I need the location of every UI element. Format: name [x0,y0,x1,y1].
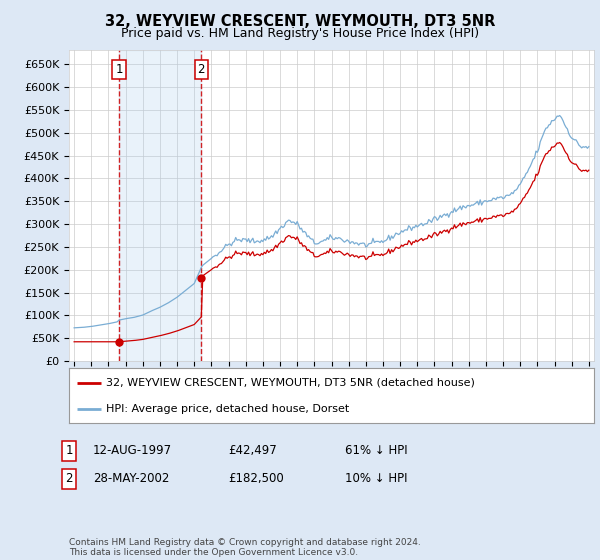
Text: 2: 2 [65,472,73,486]
Text: £42,497: £42,497 [228,444,277,458]
Text: 12-AUG-1997: 12-AUG-1997 [93,444,172,458]
Text: 28-MAY-2002: 28-MAY-2002 [93,472,169,486]
Text: 32, WEYVIEW CRESCENT, WEYMOUTH, DT3 5NR: 32, WEYVIEW CRESCENT, WEYMOUTH, DT3 5NR [105,14,495,29]
Text: 32, WEYVIEW CRESCENT, WEYMOUTH, DT3 5NR (detached house): 32, WEYVIEW CRESCENT, WEYMOUTH, DT3 5NR … [106,378,475,388]
Text: HPI: Average price, detached house, Dorset: HPI: Average price, detached house, Dors… [106,404,349,414]
Bar [119,50,201,361]
Text: 2: 2 [197,63,205,76]
Text: 61% ↓ HPI: 61% ↓ HPI [345,444,407,458]
Text: 1: 1 [115,63,123,76]
Text: 10% ↓ HPI: 10% ↓ HPI [345,472,407,486]
Text: Price paid vs. HM Land Registry's House Price Index (HPI): Price paid vs. HM Land Registry's House … [121,27,479,40]
Text: Contains HM Land Registry data © Crown copyright and database right 2024.
This d: Contains HM Land Registry data © Crown c… [69,538,421,557]
Text: 1: 1 [65,444,73,458]
Text: £182,500: £182,500 [228,472,284,486]
